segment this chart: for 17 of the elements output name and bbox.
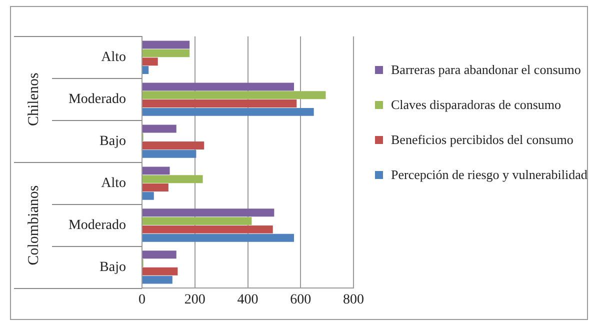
x-tick-label: 0 bbox=[138, 292, 146, 308]
x-tick-label: 600 bbox=[290, 292, 312, 308]
legend-label: Claves disparadoras de consumo bbox=[391, 96, 562, 114]
x-tick-label: 800 bbox=[343, 292, 364, 308]
x-tick-label: 200 bbox=[184, 292, 206, 308]
text: Chilenos bbox=[26, 72, 42, 126]
legend-label: Barreras para abandonar el consumo bbox=[391, 61, 581, 79]
x-tick-label: 400 bbox=[237, 292, 258, 308]
y-tick-label: Bajo bbox=[100, 260, 126, 275]
y-tick-label: Alto bbox=[101, 50, 126, 66]
text: Colombianos bbox=[26, 185, 42, 266]
y-tick-label: Alto bbox=[101, 176, 126, 191]
legend-label: Percepción de riesgo y vulnerabilidad bbox=[391, 166, 588, 184]
legend-label: Beneficios percibidos del consumo bbox=[391, 131, 574, 149]
y-tick-label: Bajo bbox=[100, 134, 126, 149]
y-tick-label: Moderado bbox=[68, 92, 126, 108]
y-tick-label: Moderado bbox=[68, 218, 126, 233]
